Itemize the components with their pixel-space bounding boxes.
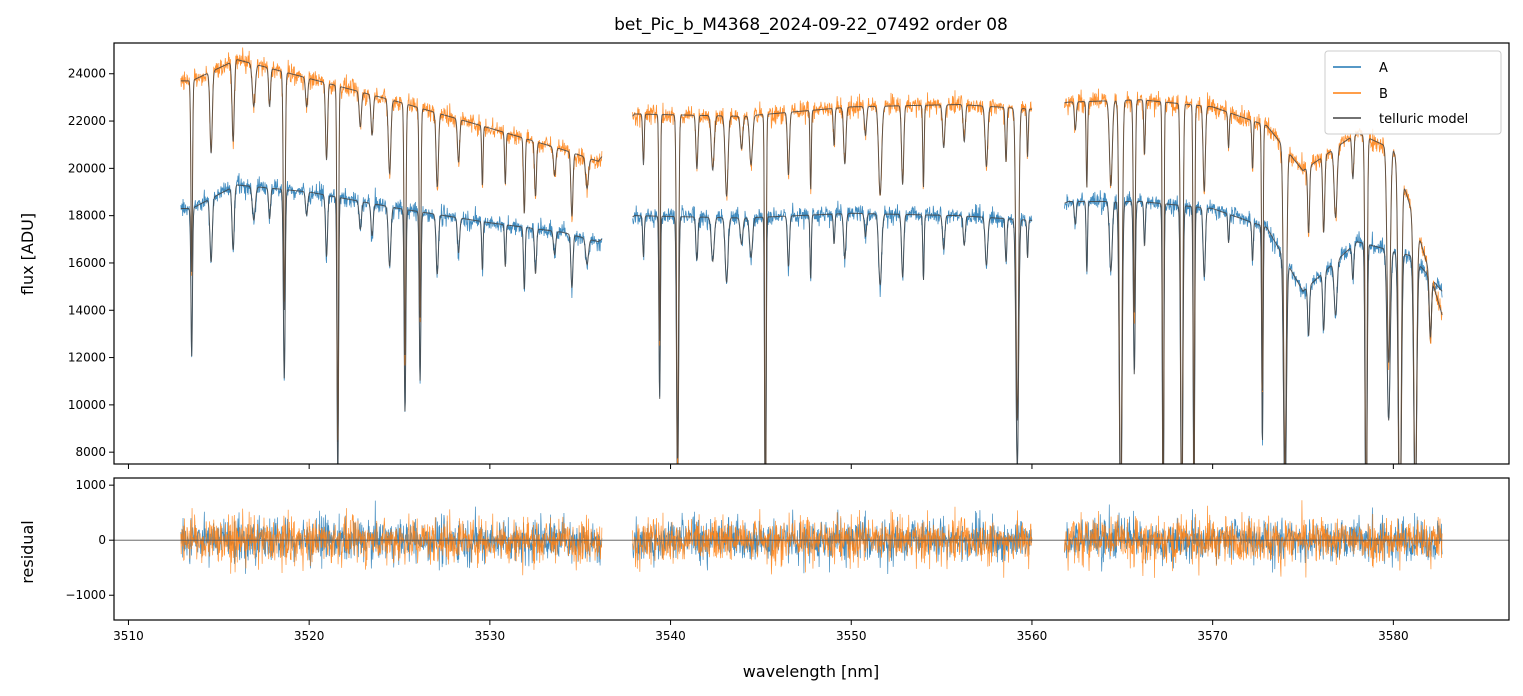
x-tick-label: 3560 — [1017, 629, 1048, 643]
y-tick-label: 1000 — [75, 478, 106, 492]
x-tick-label: 3550 — [836, 629, 867, 643]
residual-line-b-seg-0 — [180, 508, 603, 576]
legend-box — [1324, 50, 1502, 135]
y-tick-label: 16000 — [68, 256, 106, 270]
legend-label-telluric: telluric model — [1379, 112, 1468, 127]
y-tick-label: 0 — [98, 533, 106, 547]
residual-y-axis-label: residual — [18, 520, 37, 583]
x-tick-label: 3540 — [655, 629, 686, 643]
flux-plot-area — [180, 47, 1443, 464]
x-tick-label: 3510 — [113, 629, 144, 643]
residual-x-ticks: 3510 3520 3530 3540 3550 3560 3570 3580 — [113, 620, 1409, 643]
telluric-model-line-a-seg-0 — [180, 184, 603, 464]
flux-line-a-seg-1 — [632, 200, 1033, 464]
telluric-model-line-a-seg-2 — [1064, 200, 1443, 464]
y-tick-label: −1000 — [65, 588, 106, 602]
telluric-model-line-a-seg-1 — [632, 212, 1032, 464]
flux-panel: 8000 10000 12000 14000 16000 18000 20000 22000 2… — [18, 15, 1510, 469]
x-tick-label: 3520 — [294, 629, 325, 643]
residual-axes-frame — [113, 477, 1510, 621]
y-tick-label: 18000 — [68, 209, 106, 223]
telluric-model-line-b-seg-0 — [180, 59, 603, 442]
y-tick-label: 14000 — [68, 303, 106, 317]
legend-label-b: B — [1379, 87, 1388, 102]
telluric-model-line-b-seg-1 — [632, 104, 1032, 464]
y-tick-label: 8000 — [75, 445, 106, 459]
residual-line-b-seg-2 — [1064, 500, 1443, 578]
x-tick-label: 3570 — [1197, 629, 1228, 643]
residual-plot-area — [114, 500, 1509, 578]
x-tick-label: 3530 — [475, 629, 506, 643]
residual-y-ticks: −1000 0 1000 — [65, 478, 114, 602]
legend: A B telluric model — [1324, 50, 1502, 135]
legend-label-a: A — [1379, 61, 1388, 76]
x-axis-label: wavelength [nm] — [743, 662, 880, 681]
y-tick-label: 22000 — [68, 114, 106, 128]
flux-line-a-seg-0 — [180, 173, 603, 464]
y-tick-label: 20000 — [68, 161, 106, 175]
x-tick-label: 3580 — [1378, 629, 1409, 643]
flux-line-b-seg-1 — [632, 90, 1033, 464]
chart-title: bet_Pic_b_M4368_2024-09-22_07492 order 0… — [614, 15, 1008, 35]
y-tick-label: 10000 — [68, 398, 106, 412]
flux-line-b-seg-0 — [180, 47, 603, 441]
y-tick-label: 24000 — [68, 67, 106, 81]
flux-y-ticks: 8000 10000 12000 14000 16000 18000 20000 22000 2… — [68, 67, 114, 459]
flux-y-axis-label: flux [ADU] — [18, 213, 37, 295]
residual-line-b-seg-1 — [632, 506, 1033, 578]
y-tick-label: 12000 — [68, 351, 106, 365]
flux-axes-frame — [113, 42, 1510, 465]
flux-x-ticks — [127, 464, 1394, 469]
telluric-model-line-b-seg-2 — [1064, 99, 1443, 464]
